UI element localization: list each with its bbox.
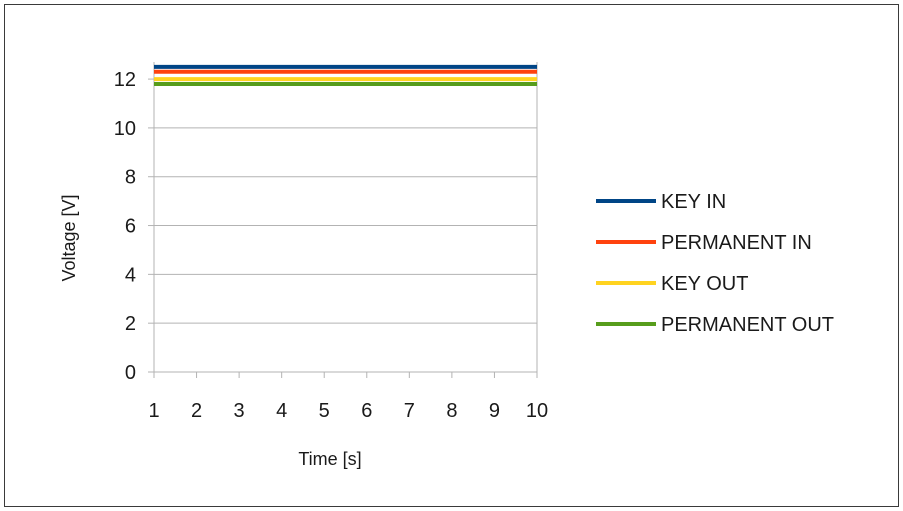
x-tick-label: 7 [404,400,415,422]
x-tick-label: 1 [148,400,159,422]
x-axis-title: Time [s] [298,449,361,469]
x-tick-label: 4 [276,400,287,422]
legend-label: PERMANENT OUT [661,314,834,336]
legend-label: KEY OUT [661,273,748,295]
x-tick-label: 10 [526,400,548,422]
y-tick-label: 0 [125,362,136,384]
x-tick-label: 9 [489,400,500,422]
y-tick-label: 8 [125,167,136,189]
x-tick-label: 8 [446,400,457,422]
x-tick-label: 3 [234,400,245,422]
y-tick-label: 6 [125,216,136,238]
legend: KEY IN PERMANENT IN KEY OUT PERMANENT OUT [596,191,834,336]
y-tick-label: 12 [114,69,136,91]
axes [148,62,538,378]
chart-frame [4,4,899,507]
y-tick-label: 10 [114,118,136,140]
x-tick-label: 2 [191,400,202,422]
legend-label: KEY IN [661,191,726,213]
y-tick-label: 2 [125,313,136,335]
y-axis-title: Voltage [V] [59,194,79,281]
x-tick-label: 5 [319,400,330,422]
legend-label: PERMANENT IN [661,232,812,254]
series-lines [154,64,537,86]
grid-lines [154,78,537,324]
x-tick-label: 6 [361,400,372,422]
y-tick-label: 4 [125,264,136,286]
